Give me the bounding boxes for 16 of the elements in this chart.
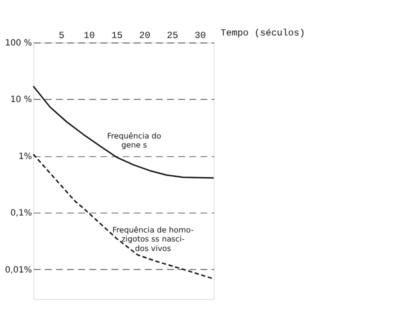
x-axis-title: Tempo (séculos) xyxy=(220,28,306,39)
x-tick-label: 15 xyxy=(111,30,123,41)
x-tick-label: 5 xyxy=(58,30,65,41)
x-tick-label: 10 xyxy=(84,30,96,41)
y-tick-label: 100 % xyxy=(4,38,32,49)
x-tick-label: 25 xyxy=(166,30,178,41)
line-series xyxy=(32,154,214,280)
y-tick-label: 0,01% xyxy=(4,265,32,276)
annotation: Frequência do gene s xyxy=(107,131,162,150)
y-tick-label: 1% xyxy=(18,152,32,162)
y-tick-label: 0,1% xyxy=(10,208,32,219)
x-tick-label: 20 xyxy=(139,30,151,41)
x-tick-label: 30 xyxy=(194,30,206,41)
annotation: Frequência de homo- zigotos ss nasci- dos vivos xyxy=(112,225,194,254)
line-series xyxy=(32,86,214,179)
y-tick-label: 10 % xyxy=(10,95,32,106)
